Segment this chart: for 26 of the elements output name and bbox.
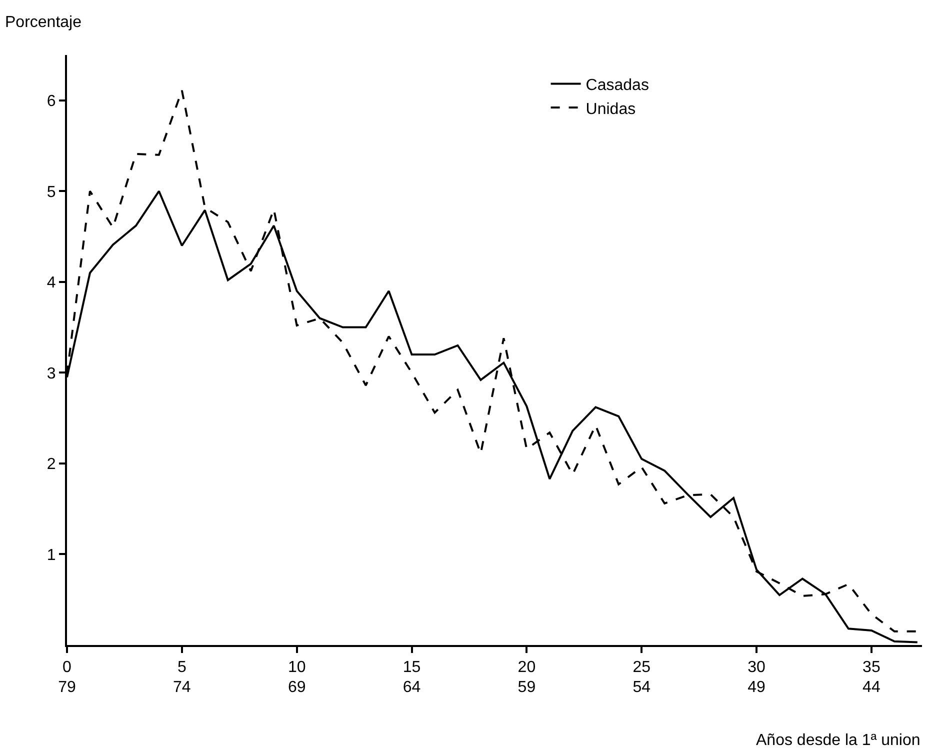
x-tick-label: 10 <box>288 659 306 676</box>
x-tick-label: 5 <box>177 659 186 676</box>
y-tick-label: 4 <box>46 274 56 292</box>
x-tick-label: 15 <box>402 659 421 676</box>
x2-tick-label: 54 <box>632 679 651 696</box>
y-tick-label: 6 <box>46 92 56 110</box>
x2-tick-label: 74 <box>173 679 191 696</box>
x-tick-label: 0 <box>62 659 72 676</box>
y-tick-label: 1 <box>46 546 56 564</box>
legend-label: Casadas <box>586 76 649 94</box>
y-tick-label: 3 <box>46 365 56 382</box>
x2-tick-label: 79 <box>58 679 76 696</box>
x-tick-label: 25 <box>632 659 651 676</box>
x2-tick-label: 64 <box>402 679 421 696</box>
y-tick-label: 5 <box>46 184 56 201</box>
x2-tick-label: 44 <box>862 679 880 696</box>
x-tick-label: 30 <box>748 659 766 676</box>
x-tick-label: 35 <box>862 659 880 676</box>
y-axis-title: Porcentaje <box>5 14 82 31</box>
x-tick-label: 20 <box>518 659 536 676</box>
x2-tick-label: 59 <box>518 679 536 696</box>
y-tick-label: 2 <box>46 456 56 474</box>
x2-tick-label: 49 <box>748 679 766 696</box>
x2-tick-label: 69 <box>288 679 306 696</box>
legend-label: Unidas <box>586 100 636 118</box>
x-axis-title: Años desde la 1ª union <box>756 732 920 749</box>
